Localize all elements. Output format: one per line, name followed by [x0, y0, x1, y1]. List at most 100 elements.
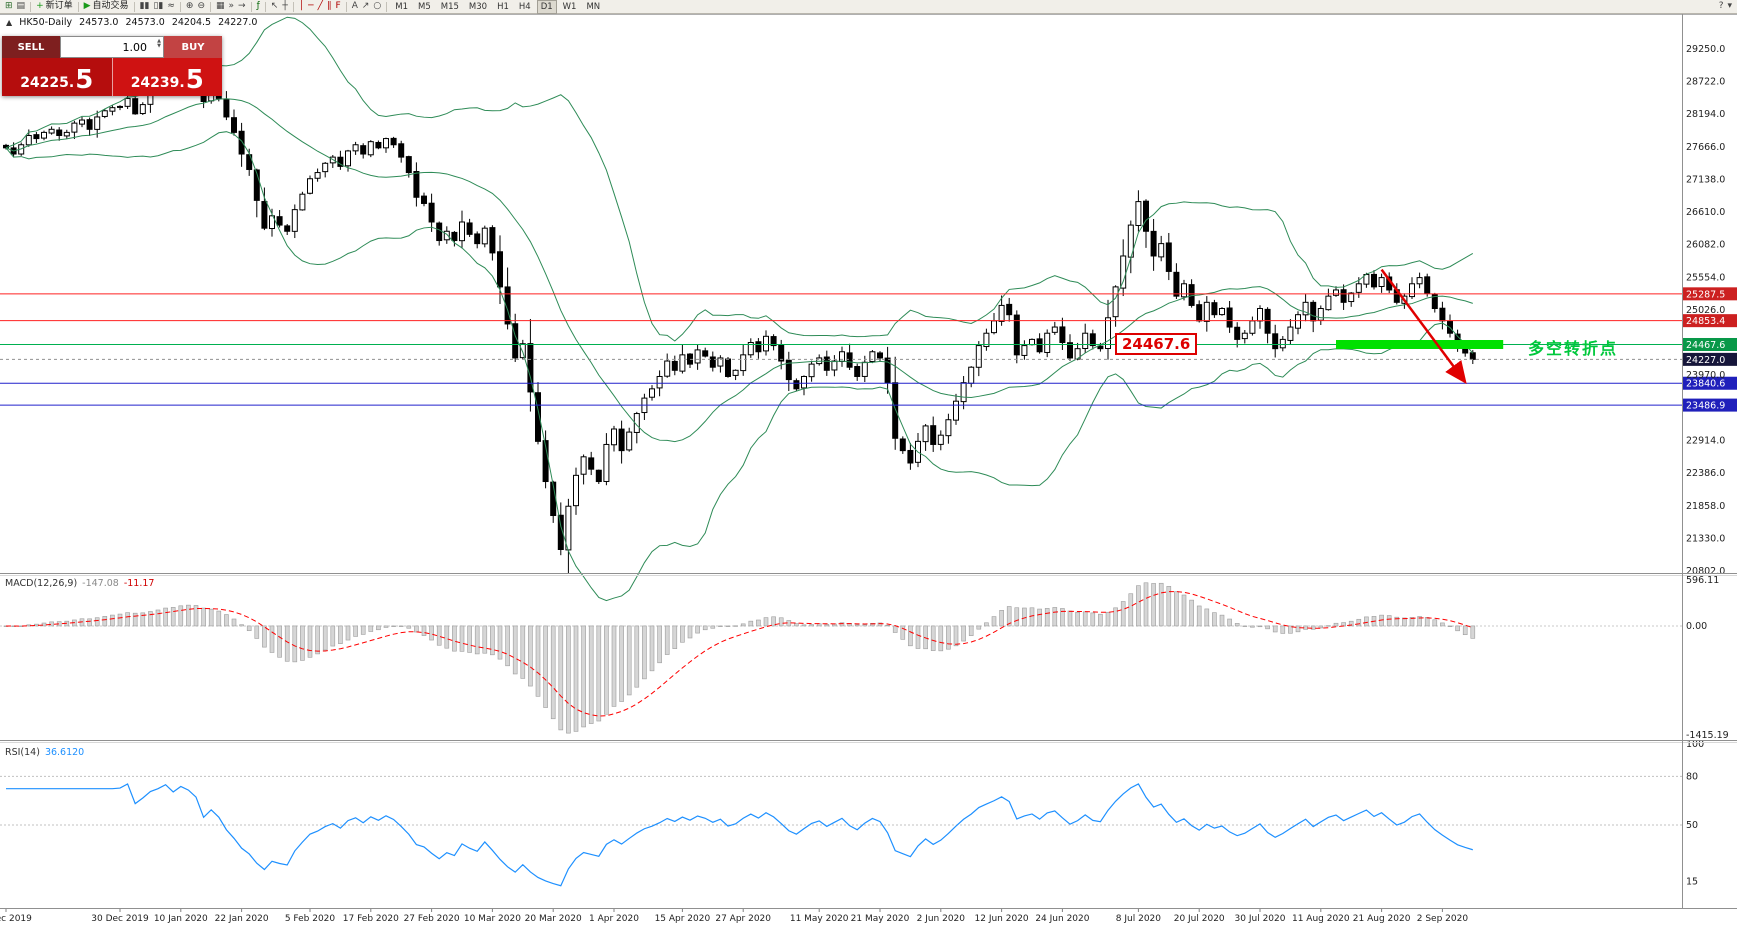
- channel-icon[interactable]: ∥: [325, 0, 334, 13]
- timeframe-w1-button[interactable]: W1: [562, 1, 577, 12]
- macd-bar: [733, 625, 738, 627]
- candle-body: [223, 99, 230, 118]
- price-level-flag[interactable]: 24467.6: [1115, 333, 1198, 355]
- chart-shift-icon[interactable]: →: [236, 0, 248, 13]
- cursor-icon[interactable]: ↖: [269, 0, 281, 13]
- support-bar[interactable]: [1336, 339, 1504, 349]
- arrows-icon: ↗: [361, 1, 370, 11]
- zoom-in-icon[interactable]: ⊕: [184, 0, 196, 13]
- candlestick-chart-icon[interactable]: ▯▮: [151, 0, 165, 13]
- rsi-title: RSI(14): [5, 747, 40, 758]
- date-label: 5 Feb 2020: [285, 914, 336, 924]
- autotrading-button[interactable]: ▶ 自动交易: [82, 0, 131, 13]
- horizontal-line-icon[interactable]: ─: [306, 0, 315, 13]
- trendline-icon[interactable]: ╱: [316, 0, 325, 13]
- candle-body: [1264, 308, 1271, 334]
- fibonacci-icon[interactable]: F: [334, 0, 343, 13]
- arrows-icon[interactable]: ↗: [360, 0, 372, 13]
- horizontal-lines: 25287.5 24853.4 24467.6 24227.0 23840.6 23486…: [0, 287, 1737, 412]
- macd-bar: [588, 625, 594, 724]
- vertical-line-icon[interactable]: │: [297, 0, 306, 13]
- stepper-up-icon[interactable]: ▲: [157, 38, 161, 44]
- candle-body: [337, 156, 344, 167]
- macd-bar: [1310, 625, 1316, 630]
- toolbar-separator: [292, 1, 294, 12]
- macd-bar: [1219, 614, 1225, 627]
- help-icon[interactable]: ?: [1717, 0, 1726, 13]
- crosshair-icon[interactable]: ┼: [280, 0, 289, 13]
- macd-bar: [946, 625, 951, 650]
- candle-body: [747, 341, 754, 356]
- timeframe-m5-button[interactable]: M5: [418, 1, 431, 12]
- horizontal-line-icon: ─: [308, 1, 314, 11]
- rsi-axis-label: 50: [1686, 820, 1698, 831]
- price-axis-label: 27666.0: [1686, 142, 1725, 153]
- bar-chart-icon[interactable]: ▮▮: [138, 0, 152, 13]
- timeframe-d1-button[interactable]: D1: [536, 0, 557, 14]
- macd-bar: [657, 625, 662, 664]
- indicators-icon[interactable]: ƒ: [255, 0, 262, 13]
- fibonacci-icon: F: [335, 1, 341, 11]
- buy-price-main: 24239.: [130, 75, 185, 91]
- macd-bar: [497, 625, 503, 660]
- auto-scroll-icon[interactable]: »: [227, 0, 237, 13]
- macd-bar: [801, 624, 807, 627]
- candle-body: [656, 375, 663, 389]
- timeframe-m1-button[interactable]: M1: [395, 1, 409, 12]
- candle-body: [1173, 271, 1180, 297]
- sell-price-button[interactable]: 24225. 5: [2, 58, 113, 96]
- stepper-down-icon[interactable]: ▼: [157, 43, 161, 49]
- macd-bar: [1136, 585, 1141, 627]
- zoom-out-icon[interactable]: ⊖: [195, 0, 207, 13]
- sell-button[interactable]: SELL: [2, 36, 60, 58]
- candle-body: [633, 413, 640, 433]
- candle-body: [953, 400, 959, 421]
- candle-body: [48, 128, 55, 134]
- macd-bar: [1288, 625, 1293, 634]
- profiles-icon[interactable]: ▤: [15, 0, 28, 13]
- timeframe-m15-button[interactable]: M15: [440, 1, 459, 12]
- macd-bar: [1082, 611, 1088, 627]
- trade-panel-toggle-icon[interactable]: ▲: [6, 18, 13, 27]
- macd-bar: [543, 625, 548, 708]
- new-chart-icon[interactable]: ⊞: [3, 0, 15, 13]
- tile-windows-icon[interactable]: ▦: [214, 0, 227, 13]
- buy-button[interactable]: BUY: [164, 36, 222, 58]
- macd-bar: [968, 625, 974, 636]
- date-label: 30 Dec 2019: [91, 914, 149, 924]
- macd-bar: [520, 625, 526, 679]
- shapes-icon[interactable]: ○: [371, 0, 383, 13]
- candle-body: [1279, 338, 1286, 349]
- candle-body: [1424, 276, 1431, 294]
- price-badge-text: 23486.9: [1686, 401, 1725, 412]
- macd-bar: [824, 624, 830, 627]
- macd-bar: [763, 617, 769, 627]
- timeframe-m30-button[interactable]: M30: [468, 1, 488, 12]
- line-chart-icon[interactable]: ≈: [165, 0, 177, 13]
- macd-bar: [1037, 608, 1042, 627]
- toolbar-separator: [345, 1, 347, 12]
- macd-bar: [1120, 601, 1126, 627]
- macd-bar: [193, 605, 199, 627]
- trend-arrow[interactable]: [1380, 268, 1467, 385]
- candle-body: [117, 105, 123, 108]
- candle-body: [86, 119, 93, 130]
- timeframe-h4-button[interactable]: H4: [518, 1, 531, 12]
- ohlc-low: 24204.5: [171, 17, 212, 28]
- macd-bar: [231, 618, 237, 627]
- new-order-button[interactable]: + 新订单: [34, 0, 75, 13]
- timeframe-mn-button[interactable]: MN: [586, 1, 601, 12]
- macd-indicator-label: MACD(12,26,9) -147.08 -11.17: [5, 578, 154, 589]
- candle-body: [1249, 320, 1256, 334]
- panel-toggle-icon[interactable]: ▾: [1725, 0, 1734, 13]
- date-label: 22 Jan 2020: [215, 914, 269, 924]
- volume-stepper[interactable]: ▲ ▼: [157, 39, 161, 49]
- timeframe-h1-button[interactable]: H1: [497, 1, 509, 12]
- date-axis[interactable]: 6 Dec 2019 30 Dec 2019 10 Jan 2020 22 Jan 2…: [0, 908, 1468, 924]
- text-label-icon[interactable]: A: [350, 0, 360, 13]
- toolbar-separator: [250, 1, 252, 12]
- buy-price-button[interactable]: 24239. 5: [112, 58, 222, 96]
- volume-input[interactable]: 1.00 ▲ ▼: [60, 36, 164, 58]
